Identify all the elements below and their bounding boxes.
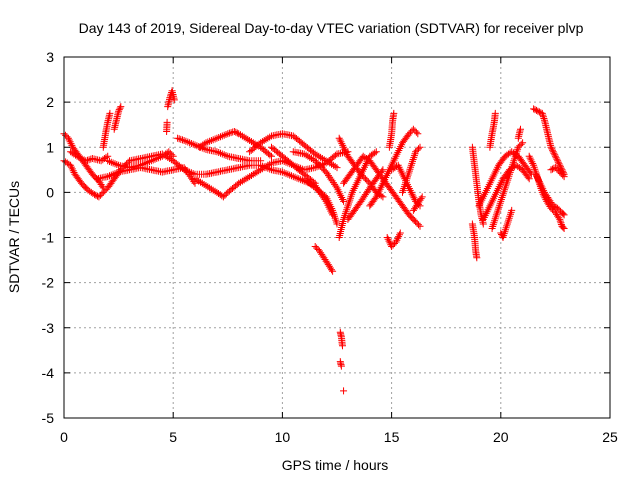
y-axis-label: SDTVAR / TECUs bbox=[6, 181, 22, 293]
sdtvar-plus-markers bbox=[60, 87, 568, 395]
y-tick-label: -2 bbox=[42, 275, 55, 291]
y-tick-label: 2 bbox=[46, 94, 54, 110]
x-tick-label: 10 bbox=[275, 429, 291, 445]
y-tick-label: -3 bbox=[42, 320, 55, 336]
y-tick-label: 0 bbox=[46, 184, 54, 200]
y-axis-ticks: -5 -4 -3 -2 -1 0 1 2 3 bbox=[42, 49, 610, 426]
data-points bbox=[60, 87, 568, 395]
x-tick-label: 15 bbox=[384, 429, 400, 445]
x-tick-label: 0 bbox=[60, 429, 68, 445]
x-tick-label: 25 bbox=[602, 429, 618, 445]
y-tick-label: -1 bbox=[42, 230, 55, 246]
x-tick-label: 20 bbox=[493, 429, 509, 445]
x-axis-label: GPS time / hours bbox=[282, 457, 389, 473]
y-tick-label: 1 bbox=[46, 139, 54, 155]
x-axis-ticks: 0 5 10 15 20 25 bbox=[60, 57, 618, 445]
y-tick-label: -4 bbox=[42, 365, 55, 381]
x-tick-label: 5 bbox=[169, 429, 177, 445]
chart-title: Day 143 of 2019, Sidereal Day-to-day VTE… bbox=[79, 20, 584, 36]
y-tick-label: -5 bbox=[42, 410, 55, 426]
y-tick-label: 3 bbox=[46, 49, 54, 65]
